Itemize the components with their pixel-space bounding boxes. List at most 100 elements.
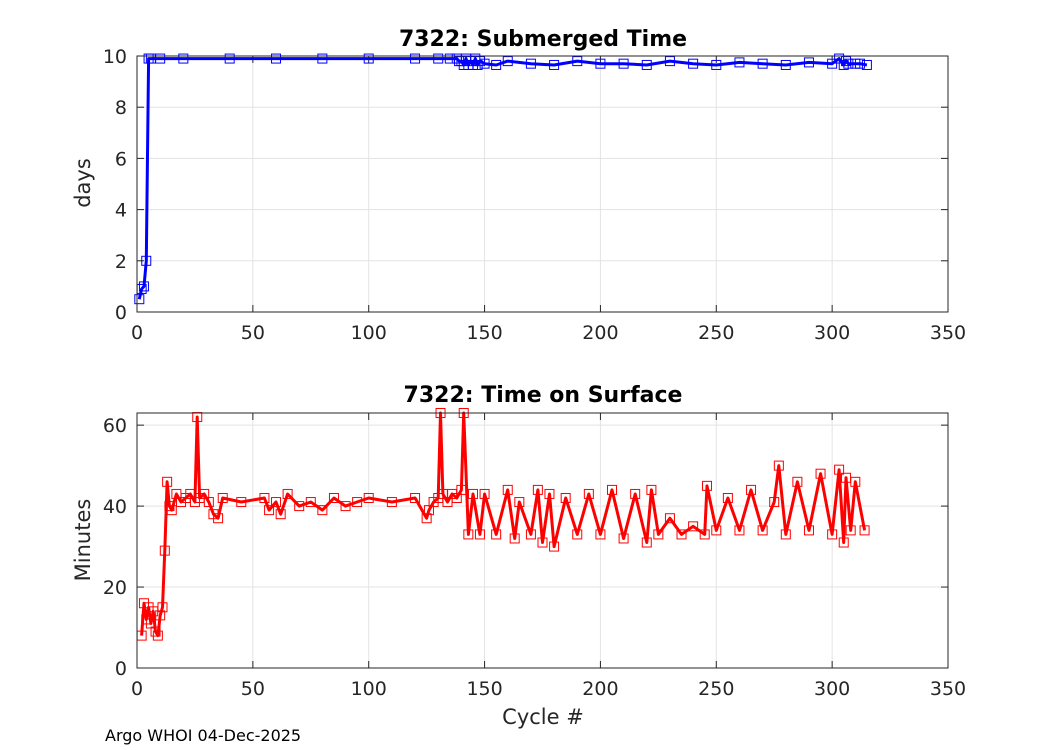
submerged-data-point: [317, 53, 328, 64]
surface-data-point: [641, 537, 652, 548]
surface-data-point: [653, 529, 664, 540]
submerged-data-point: [472, 59, 483, 70]
surface-data-point: [162, 476, 173, 487]
surface-y-tick-label: 0: [115, 658, 127, 680]
surface-data-point: [711, 525, 722, 536]
submerged-data-point: [178, 53, 189, 64]
submerged-data-point: [155, 53, 166, 64]
surface-data-point: [532, 484, 543, 495]
submerged-x-tick-label: 50: [241, 322, 265, 344]
submerged-data-point: [595, 58, 606, 69]
surface-data-point: [618, 533, 629, 544]
surface-data-point: [363, 493, 374, 503]
surface-data-point: [217, 493, 228, 503]
submerged-data-point: [757, 58, 768, 69]
submerged-y-tick-label: 6: [115, 148, 127, 170]
surface-x-tick-label: 0: [131, 678, 143, 700]
surface-data-point: [474, 529, 485, 540]
submerged-data-point: [502, 56, 513, 67]
surface-data-point: [340, 501, 351, 512]
surface-data-point: [773, 460, 784, 471]
surface-data-point: [275, 509, 286, 520]
surface-data-point: [386, 497, 397, 508]
surface-data-point: [410, 493, 421, 503]
surface-data-point: [159, 545, 170, 556]
surface-data-point: [491, 529, 502, 540]
surface-y-tick-label: 20: [103, 577, 127, 599]
submerged-y-tick-label: 4: [115, 200, 127, 222]
surface-data-point: [850, 476, 861, 487]
submerged-data-point: [780, 59, 791, 70]
surface-x-tick-label: 50: [241, 678, 265, 700]
surface-chart-title: 7322: Time on Surface: [404, 383, 683, 408]
surface-data-point: [213, 513, 224, 524]
surface-data-point: [792, 476, 803, 487]
submerged-data-point: [491, 59, 502, 70]
surface-data-point: [203, 497, 214, 508]
submerged-x-tick-label: 250: [698, 322, 734, 344]
submerged-data-point: [711, 59, 722, 70]
surface-data-point: [463, 529, 474, 540]
surface-data-point: [769, 497, 780, 508]
surface-time-chart: 7322: Time on Surface Minutes Cycle # 0 5…: [71, 383, 966, 729]
submerged-data-point: [525, 58, 536, 69]
submerged-series: [134, 53, 872, 305]
submerged-x-tick-label: 300: [814, 322, 850, 344]
surface-data-point: [845, 525, 856, 536]
submerged-data-point: [138, 281, 149, 292]
surface-data-point: [838, 537, 849, 548]
submerged-y-tick-label: 0: [115, 302, 127, 324]
surface-data-point: [859, 525, 870, 536]
surface-data-point: [157, 602, 168, 613]
surface-data-point: [456, 484, 467, 495]
submerged-data-point: [861, 59, 872, 70]
submerged-data-point: [433, 53, 444, 64]
submerged-y-tick-label: 2: [115, 251, 127, 273]
surface-data-point: [421, 513, 432, 524]
surface-data-point: [834, 464, 845, 475]
surface-data-point: [236, 497, 247, 508]
surface-data-point: [803, 525, 814, 536]
surface-data-point: [583, 488, 594, 499]
submerged-x-tick-label: 100: [351, 322, 387, 344]
surface-x-tick-label: 250: [698, 678, 734, 700]
surface-data-point: [734, 525, 745, 536]
surface-data-point: [757, 525, 768, 536]
surface-data-point: [352, 497, 363, 508]
submerged-data-point: [843, 58, 854, 69]
surface-data-point: [560, 493, 571, 503]
surface-x-tick-label: 350: [930, 678, 966, 700]
submerged-x-tick-label: 150: [466, 322, 502, 344]
surface-data-point: [509, 533, 520, 544]
surface-data-point: [676, 529, 687, 540]
submerged-x-tick-label: 200: [582, 322, 618, 344]
surface-y-axis-label: Minutes: [71, 499, 95, 582]
surface-y-tick-label: 40: [103, 496, 127, 518]
submerged-data-point: [224, 53, 235, 64]
surface-data-point: [664, 513, 675, 524]
surface-data-point: [259, 493, 270, 503]
surface-data-point: [264, 505, 275, 516]
submerged-plot-frame: [136, 55, 949, 313]
surface-data-point: [152, 630, 163, 641]
surface-data-point: [688, 521, 699, 532]
submerged-x-tick-label: 350: [930, 322, 966, 344]
surface-data-point: [607, 484, 618, 495]
surface-data-point: [646, 484, 657, 495]
submerged-chart-title: 7322: Submerged Time: [399, 27, 687, 52]
submerged-data-point: [572, 56, 583, 67]
submerged-data-point: [363, 53, 374, 64]
surface-data-point: [722, 493, 733, 503]
surface-series-line: [140, 411, 867, 638]
submerged-ticks: 0 50 100 150 200 250 300 350 0 2 4 6 8 10: [103, 46, 966, 344]
surface-data-point: [467, 488, 478, 499]
surface-data-point: [827, 529, 838, 540]
submerged-data-point: [664, 56, 675, 67]
surface-data-point: [271, 497, 282, 508]
surface-data-point: [479, 488, 490, 499]
surface-ticks: 0 50 100 150 200 250 300 350 0 20 40 60: [103, 413, 966, 700]
surface-y-tick-label: 60: [103, 415, 127, 437]
surface-x-tick-label: 200: [582, 678, 618, 700]
submerged-data-point: [827, 58, 838, 69]
surface-data-point: [166, 505, 177, 516]
